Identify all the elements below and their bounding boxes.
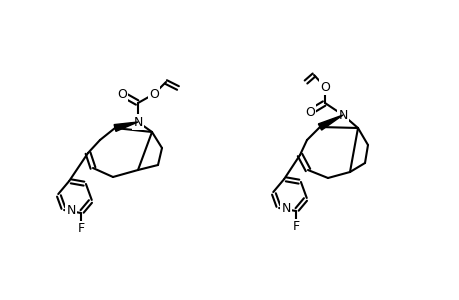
Text: O: O [149, 88, 159, 100]
Text: F: F [291, 220, 299, 233]
Polygon shape [318, 115, 342, 130]
Text: O: O [304, 106, 314, 118]
Text: N: N [281, 202, 290, 214]
Text: F: F [77, 223, 84, 236]
Text: O: O [117, 88, 127, 100]
Text: N: N [66, 203, 76, 217]
Text: N: N [337, 109, 347, 122]
Text: N: N [133, 116, 142, 128]
Text: O: O [319, 80, 329, 94]
Polygon shape [114, 122, 138, 131]
